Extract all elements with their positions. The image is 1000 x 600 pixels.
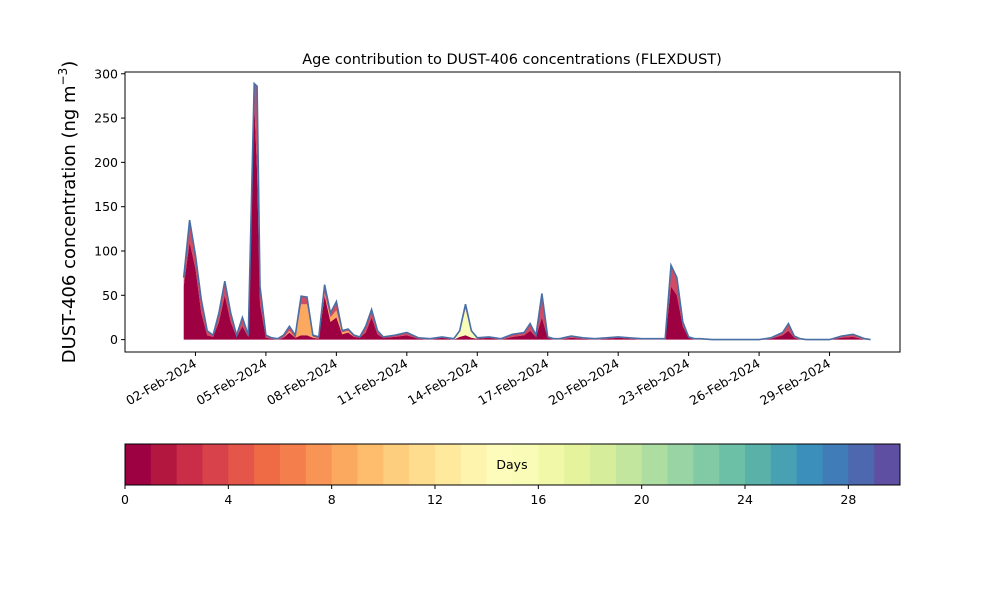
colorbar-segment	[693, 444, 720, 485]
colorbar-segment	[822, 444, 849, 485]
colorbar-tick-label: 28	[840, 492, 856, 507]
colorbar-axis: 0 4 8 12 16 20 24 28	[121, 485, 856, 507]
y-axis: 0 50 100 150 200 250 300	[94, 66, 125, 347]
x-tick-label: 20-Feb-2024	[546, 356, 622, 408]
colorbar-tick-label: 16	[530, 492, 546, 507]
x-tick-label: 23-Feb-2024	[616, 356, 692, 408]
colorbar-segment	[770, 444, 798, 485]
x-tick-label: 29-Feb-2024	[757, 356, 833, 408]
colorbar-segment	[848, 444, 875, 485]
colorbar-segment	[176, 444, 203, 485]
colorbar-segment	[280, 444, 307, 485]
colorbar-segment	[383, 444, 410, 485]
colorbar-segment	[512, 444, 539, 485]
colorbar-segment	[202, 444, 229, 485]
x-tick-label: 02-Feb-2024	[123, 356, 199, 408]
x-tick-label: 26-Feb-2024	[687, 356, 763, 408]
colorbar-segment	[357, 444, 384, 485]
colorbar-segment	[150, 444, 178, 485]
x-tick-label: 17-Feb-2024	[475, 356, 551, 408]
colorbar-segment	[305, 444, 333, 485]
y-axis-label-superscript: −3	[56, 68, 70, 86]
colorbar-tick-label: 8	[328, 492, 336, 507]
y-tick-label: 250	[94, 111, 118, 126]
y-tick-label: 50	[102, 288, 118, 303]
total-concentration-line	[182, 81, 871, 341]
colorbar-segment	[745, 444, 772, 485]
colorbar-segment	[615, 444, 643, 485]
colorbar-segment	[719, 444, 746, 485]
y-tick-label: 200	[94, 155, 118, 170]
colorbar-segment	[228, 444, 255, 485]
chart-title: Age contribution to DUST-406 concentrati…	[302, 52, 722, 68]
colorbar-segment	[254, 444, 281, 485]
colorbar-tick-label: 4	[224, 492, 232, 507]
y-tick-label: 100	[94, 243, 118, 258]
colorbar-segment	[538, 444, 565, 485]
colorbar-frame	[124, 443, 901, 486]
y-axis-label: DUST-406 concentration (ng m−3)	[56, 61, 80, 364]
x-tick-label: 05-Feb-2024	[194, 356, 270, 408]
colorbar-tick-label: 12	[427, 492, 443, 507]
area-series-3	[183, 100, 871, 340]
colorbar-tick-label: 24	[737, 492, 753, 507]
colorbar-segment	[409, 444, 436, 485]
x-axis: 02-Feb-202405-Feb-202408-Feb-202411-Feb-…	[123, 352, 833, 408]
colorbar	[125, 444, 901, 485]
plot-area	[182, 81, 871, 341]
colorbar-segment	[641, 444, 668, 485]
colorbar-segment	[331, 444, 358, 485]
y-tick-label: 150	[94, 199, 118, 214]
colorbar-segment	[564, 444, 591, 485]
area-series-2	[183, 100, 871, 340]
colorbar-label: Days	[496, 457, 527, 472]
colorbar-segment	[590, 444, 617, 485]
colorbar-segment	[460, 444, 488, 485]
colorbar-segment	[125, 444, 152, 485]
plot-frame	[124, 71, 901, 353]
area-series-1	[183, 100, 871, 340]
colorbar-segment	[667, 444, 694, 485]
colorbar-segment	[874, 444, 901, 485]
x-tick-label: 08-Feb-2024	[264, 356, 340, 408]
y-tick-label: 0	[110, 332, 118, 347]
colorbar-segment	[796, 444, 823, 485]
y-tick-label: 300	[94, 66, 118, 81]
colorbar-tick-label: 20	[634, 492, 650, 507]
x-tick-label: 11-Feb-2024	[334, 356, 410, 408]
area-series-other-ages	[183, 83, 871, 340]
colorbar-segment	[435, 444, 462, 485]
colorbar-segment	[486, 444, 513, 485]
colorbar-tick-label: 0	[121, 492, 129, 507]
x-tick-label: 14-Feb-2024	[405, 356, 481, 408]
